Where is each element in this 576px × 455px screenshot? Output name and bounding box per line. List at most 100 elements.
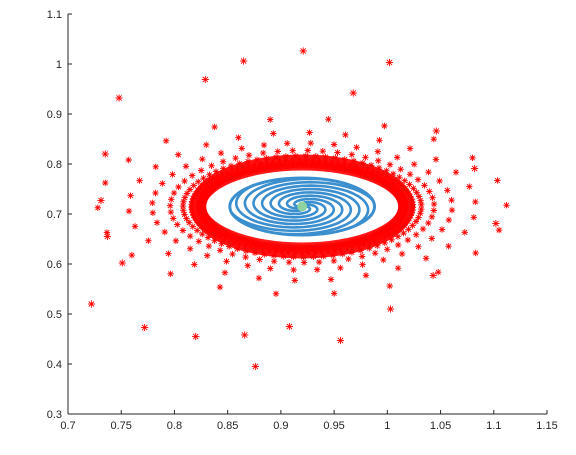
data-point: [170, 189, 178, 197]
spiral-arm: [230, 191, 353, 233]
data-point: [251, 362, 259, 371]
data-point: [238, 145, 245, 152]
data-point: [471, 164, 479, 173]
data-point: [448, 206, 456, 214]
spiral-arm: [260, 184, 370, 229]
x-tick-label: 0.8: [167, 420, 182, 432]
data-point: [393, 154, 401, 161]
data-point: [161, 228, 168, 236]
data-point: [342, 131, 349, 139]
data-point: [216, 247, 224, 254]
data-point: [217, 149, 225, 157]
data-point: [373, 230, 380, 237]
data-point: [300, 259, 308, 266]
data-point: [219, 158, 227, 165]
data-point: [503, 202, 510, 209]
data-point: [386, 161, 394, 168]
data-point: [199, 155, 206, 163]
data-point: [472, 249, 479, 257]
x-tick-label: 1.15: [536, 420, 557, 432]
data-point: [425, 219, 432, 227]
x-tick-label: 0.75: [111, 420, 132, 432]
data-point: [166, 202, 174, 209]
data-point: [189, 209, 196, 216]
data-point: [445, 216, 453, 224]
data-point: [175, 183, 182, 191]
data-point: [430, 200, 438, 208]
data-point: [118, 259, 126, 267]
data-point: [159, 180, 166, 187]
data-point: [330, 290, 338, 297]
x-tick-label: 1.05: [430, 420, 451, 432]
data-point: [398, 182, 405, 190]
data-point: [398, 250, 406, 258]
data-point: [261, 251, 268, 258]
x-tick-label: 1: [384, 420, 390, 432]
data-point: [218, 240, 225, 247]
data-point: [376, 137, 383, 144]
data-point: [186, 219, 193, 226]
data-point: [452, 169, 460, 176]
data-point: [274, 148, 281, 155]
data-point: [182, 163, 190, 170]
data-point: [128, 251, 136, 259]
data-point: [153, 219, 161, 226]
data-point: [430, 135, 437, 143]
data-point: [386, 305, 395, 313]
data-point: [394, 264, 402, 272]
x-tick-label: 0.95: [323, 420, 344, 432]
data-point: [152, 163, 159, 171]
data-point: [366, 245, 373, 252]
data-point: [394, 241, 402, 249]
y-ticks: 0.3 0.4 0.5 0.6 0.7 0.8 0.9 1 1.1: [47, 9, 72, 421]
data-point: [444, 187, 451, 194]
data-point: [337, 264, 344, 272]
data-point: [192, 332, 200, 341]
x-tick-label: 0.7: [60, 420, 75, 432]
data-point: [125, 156, 132, 164]
data-point: [466, 183, 473, 190]
data-point: [405, 226, 412, 233]
data-point: [371, 249, 379, 257]
data-point: [359, 261, 366, 268]
data-point: [358, 253, 366, 260]
data-point: [282, 153, 290, 160]
data-point: [203, 252, 211, 259]
data-point: [345, 255, 352, 263]
data-point: [221, 236, 228, 243]
data-point: [461, 229, 468, 236]
data-point: [292, 152, 300, 160]
spiral-arm: [235, 184, 344, 229]
data-point: [165, 250, 172, 257]
data-point: [212, 168, 220, 175]
data-point: [272, 290, 280, 297]
data-point: [322, 153, 329, 161]
y-tick-label: 0.4: [47, 359, 62, 371]
data-point: [380, 256, 387, 264]
data-point: [291, 277, 299, 284]
data-point: [181, 177, 188, 185]
data-point: [414, 176, 422, 183]
data-point: [103, 232, 111, 241]
data-point: [259, 149, 267, 157]
data-point: [397, 204, 405, 211]
data-point: [223, 258, 230, 265]
data-point: [348, 151, 355, 158]
data-point: [193, 227, 201, 234]
data-point: [183, 215, 190, 222]
spiral-arm: [269, 187, 361, 236]
data-point: [388, 236, 395, 244]
data-point: [169, 171, 176, 178]
data-point: [115, 94, 123, 102]
data-point: [422, 255, 430, 262]
data-point: [406, 193, 414, 200]
data-point: [432, 156, 440, 163]
data-point: [285, 322, 294, 331]
data-point: [448, 196, 455, 204]
data-point: [256, 256, 263, 263]
data-point: [374, 148, 382, 155]
data-point: [408, 195, 415, 203]
data-point: [204, 234, 212, 241]
data-point: [270, 258, 278, 265]
